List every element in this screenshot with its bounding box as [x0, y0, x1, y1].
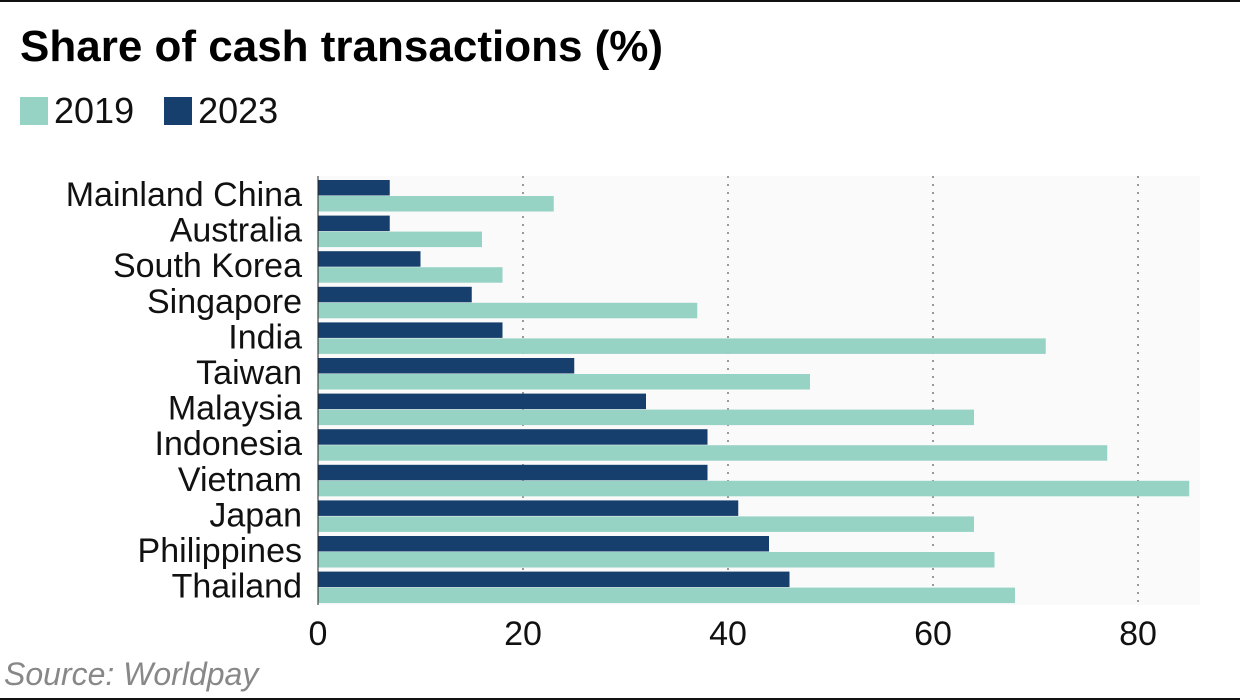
top-rule [0, 0, 1240, 2]
bar-2023 [318, 286, 472, 303]
x-tick-label: 80 [1119, 615, 1157, 653]
x-tick-label: 60 [914, 615, 952, 653]
bar-2019 [318, 480, 1190, 497]
x-tick-label: 0 [309, 615, 328, 653]
category-label: Thailand [172, 568, 302, 606]
bar-2023 [318, 251, 421, 267]
category-label: India [228, 318, 302, 356]
bar-2023 [318, 322, 503, 338]
category-label: Malaysia [168, 390, 302, 428]
bar-2019 [318, 587, 1015, 604]
bar-2019 [318, 231, 482, 248]
bar-2019 [318, 302, 698, 319]
chart-title: Share of cash transactions (%) [20, 22, 664, 71]
category-label: Australia [170, 212, 302, 250]
bar-2019 [318, 445, 1108, 461]
legend-item-2023: 2023 [164, 90, 278, 132]
category-label: Taiwan [196, 354, 302, 392]
bar-2023 [318, 571, 790, 588]
category-label: Vietnam [178, 461, 302, 499]
bar-2023 [318, 500, 739, 516]
bar-2023 [318, 358, 575, 374]
bar-2019 [318, 267, 503, 283]
bar-2023 [318, 464, 708, 481]
category-label: Japan [209, 496, 302, 534]
bar-2023 [318, 536, 769, 552]
x-tick-label: 40 [709, 615, 747, 653]
bar-2019 [318, 409, 974, 426]
legend-label-2019: 2019 [54, 90, 135, 131]
category-label: Indonesia [155, 425, 303, 463]
plot-area [318, 176, 1200, 605]
bar-2023 [318, 393, 646, 410]
category-label: Mainland China [66, 176, 302, 214]
bar-2023 [318, 180, 390, 196]
bar-2023 [318, 215, 390, 232]
bar-2019 [318, 374, 810, 390]
category-label: Singapore [147, 283, 302, 321]
category-label: Philippines [138, 532, 302, 570]
bar-2019 [318, 338, 1046, 354]
legend-swatch-2023 [164, 97, 193, 125]
x-tick-label: 20 [504, 615, 542, 653]
bar-2019 [318, 196, 554, 212]
legend: 2019 2023 [20, 90, 308, 132]
bar-2019 [318, 516, 974, 532]
bottom-rule [0, 698, 1240, 700]
category-label: South Korea [113, 247, 302, 285]
bar-2023 [318, 429, 708, 445]
bar-2019 [318, 552, 995, 568]
legend-swatch-2019 [20, 97, 48, 125]
legend-item-2019: 2019 [20, 90, 134, 132]
source-note: Source: Worldpay [4, 656, 259, 692]
legend-label-2023: 2023 [198, 90, 279, 131]
